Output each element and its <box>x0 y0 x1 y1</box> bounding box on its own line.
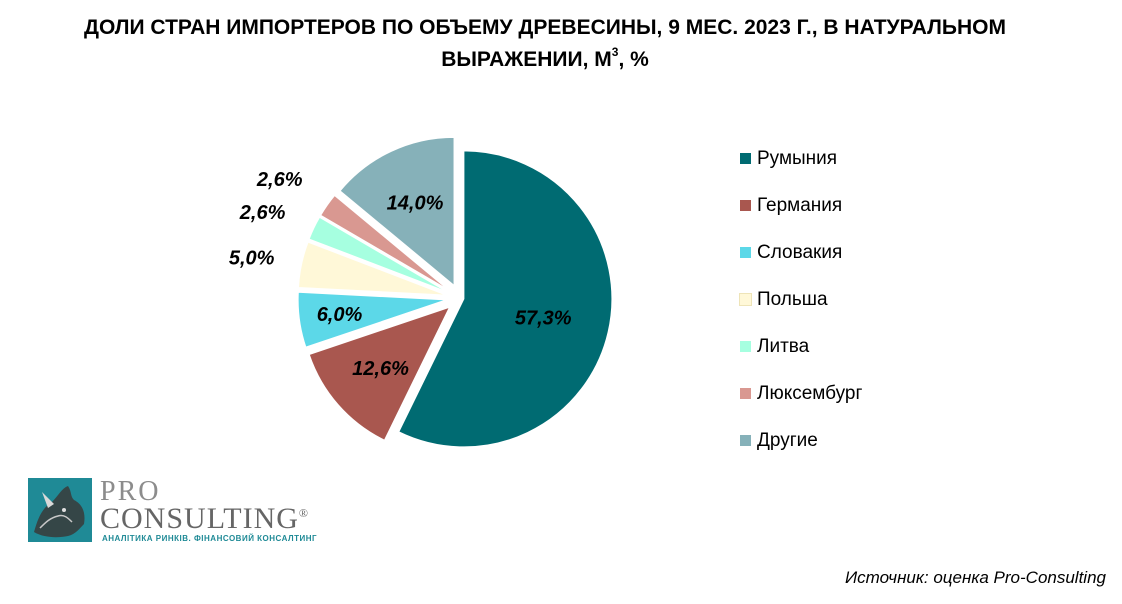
legend-item-2: Словакия <box>740 229 862 276</box>
pie-data-label-3: 5,0% <box>229 248 275 270</box>
pie-data-label-1: 12,6% <box>352 358 409 380</box>
source-note: Источник: оценка Pro-Consulting <box>844 568 1106 587</box>
legend-item-1: Германия <box>740 182 862 229</box>
chart-title: ДОЛИ СТРАН ИМПОРТЕРОВ ПО ОБЪЕМУ ДРЕВЕСИН… <box>0 14 1090 73</box>
legend-swatch <box>740 153 751 164</box>
legend-item-3: Польша <box>739 276 862 323</box>
pie-slice-6 <box>339 136 455 287</box>
logo-registered-mark: ® <box>298 506 310 520</box>
legend-label: Другие <box>757 429 818 451</box>
chart-title-line1: ДОЛИ СТРАН ИМПОРТЕРОВ ПО ОБЪЕМУ ДРЕВЕСИН… <box>84 16 1006 39</box>
pie-slice-2 <box>297 291 447 348</box>
logo-consulting-word: CONSULTING <box>100 502 299 535</box>
legend-item-5: Люксембург <box>740 370 862 417</box>
pie-slice-4 <box>308 216 448 293</box>
pie-chart: 57,3% 12,6% 6,0% 5,0% 2,6% 2,6% 14,0% <box>229 136 613 448</box>
legend-swatch <box>739 293 752 306</box>
legend-item-6: Другие <box>740 417 862 464</box>
legend-swatch <box>740 388 751 399</box>
chart-title-line2: ВЫРАЖЕНИИ, М3, % <box>0 41 1090 73</box>
legend-swatch <box>740 247 751 258</box>
pie-data-label-0: 57,3% <box>515 307 572 329</box>
legend-swatch <box>740 341 751 352</box>
legend-label: Румыния <box>757 147 838 169</box>
pie-slice-3 <box>297 241 447 296</box>
logo-consulting-text: CONSULTING® <box>100 502 309 536</box>
chart-title-line2-text: ВЫРАЖЕНИИ, М <box>441 48 612 71</box>
pie-data-label-2: 6,0% <box>317 304 363 326</box>
legend-label: Германия <box>757 194 843 216</box>
pie-slice-5 <box>320 194 449 291</box>
legend-label: Словакия <box>757 241 843 263</box>
legend-swatch <box>740 435 751 446</box>
rhino-logo-icon <box>28 478 92 542</box>
legend-label: Люксембург <box>757 382 863 404</box>
pro-consulting-logo: PRO CONSULTING® АНАЛІТИКА РИНКІВ. ФІНАНС… <box>28 476 328 544</box>
pie-data-label-6: 14,0% <box>387 192 444 214</box>
pie-slice-0 <box>398 150 613 448</box>
logo-pro-text: PRO <box>100 476 161 507</box>
legend-label: Литва <box>757 335 810 357</box>
legend-item-4: Литва <box>740 323 862 370</box>
legend-swatch <box>740 200 751 211</box>
legend: Румыния Германия Словакия Польша Литва Люксем… <box>739 135 862 464</box>
chart-title-line2-suffix: , % <box>618 48 649 71</box>
pie-slice-1 <box>308 306 451 441</box>
pie-data-label-4: 2,6% <box>239 202 286 224</box>
legend-label: Польша <box>757 288 828 310</box>
logo-tagline: АНАЛІТИКА РИНКІВ. ФІНАНСОВИЙ КОНСАЛТИНГ <box>102 534 318 543</box>
pie-data-label-5: 2,6% <box>256 169 303 191</box>
legend-item-0: Румыния <box>740 135 862 182</box>
chart-title-superscript: 3 <box>611 45 619 59</box>
